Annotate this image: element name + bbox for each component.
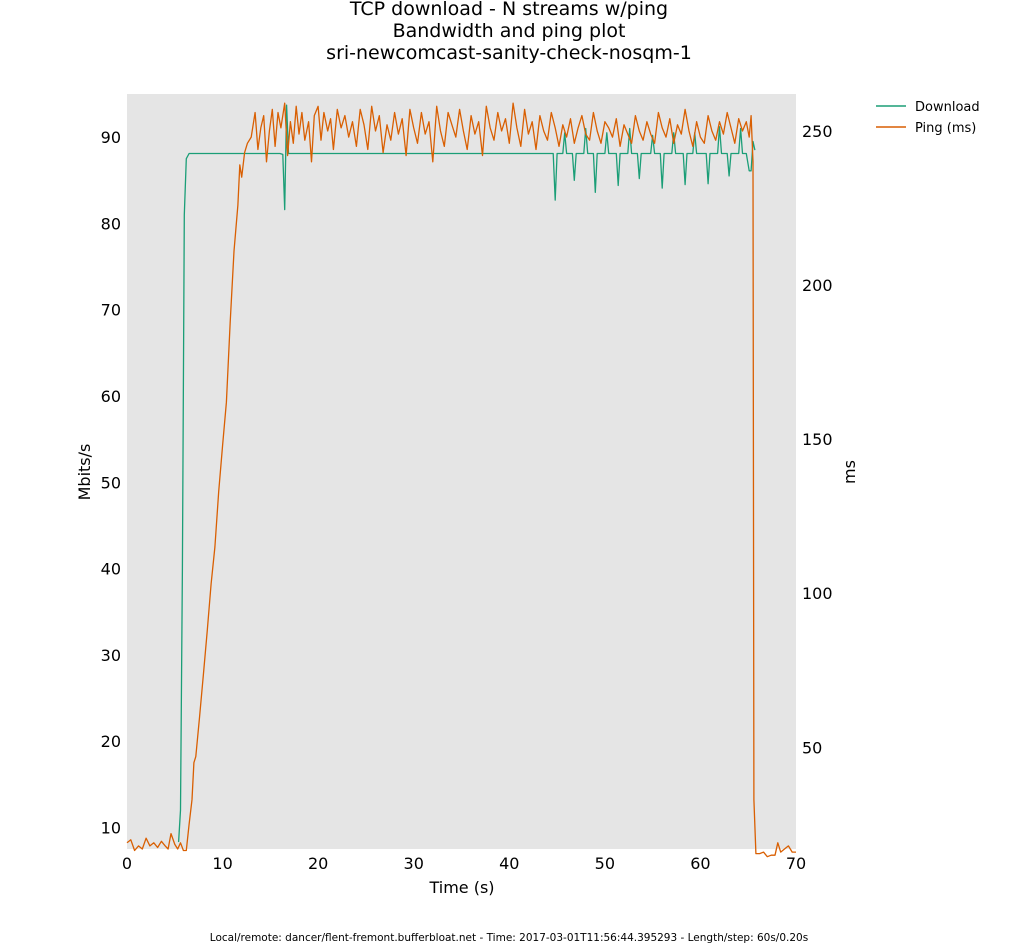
y-tick-label: 70 (101, 301, 121, 320)
y-tick-label: 80 (101, 214, 121, 233)
y-tick-label: 90 (101, 128, 121, 147)
series-line-1 (126, 102, 796, 858)
x-tick-label: 10 (212, 854, 232, 873)
y2-tick-label: 150 (802, 430, 833, 449)
y2-tick-label: 50 (802, 738, 822, 757)
x-tick-label: 40 (499, 854, 519, 873)
x-tick-label: 50 (595, 854, 615, 873)
chart-title: TCP download - N streams w/ping Bandwidt… (326, 0, 692, 64)
y-tick-label: 10 (101, 818, 121, 837)
y2-tick-label: 100 (802, 584, 833, 603)
y-tick-label: 60 (101, 387, 121, 406)
y-axis-label: Mbits/s (75, 444, 94, 501)
title-line-3: sri-newcomcast-sanity-check-nosqm-1 (326, 42, 692, 64)
y2-tick-label: 200 (802, 276, 833, 295)
y-axis-right: 50 100 150 200 250 (802, 122, 833, 757)
y-axis-left: 10 20 30 40 50 60 70 80 90 (101, 128, 121, 837)
legend-label-ping: Ping (ms) (915, 121, 976, 136)
x-tick-label: 20 (308, 854, 328, 873)
series-layer (126, 102, 796, 858)
x-tick-label: 30 (404, 854, 424, 873)
series-line-0 (177, 104, 756, 843)
footer-text: Local/remote: dancer/flent-fremont.buffe… (210, 932, 808, 943)
plot-area (127, 94, 796, 849)
title-line-1: TCP download - N streams w/ping (349, 0, 668, 20)
legend-label-download: Download (915, 100, 980, 115)
y-tick-label: 50 (101, 473, 121, 492)
x-tick-label: 0 (122, 854, 132, 873)
x-tick-label: 70 (786, 854, 806, 873)
x-axis-label: Time (s) (428, 878, 494, 897)
x-axis: 0 10 20 30 40 50 60 70 (122, 854, 806, 873)
y2-axis-label: ms (840, 460, 859, 484)
y2-tick-label: 250 (802, 122, 833, 141)
title-line-2: Bandwidth and ping plot (393, 20, 626, 42)
x-tick-label: 60 (690, 854, 710, 873)
y-tick-label: 40 (101, 560, 121, 579)
y-tick-label: 30 (101, 646, 121, 665)
y-tick-label: 20 (101, 732, 121, 751)
legend: Download Ping (ms) (876, 100, 980, 136)
